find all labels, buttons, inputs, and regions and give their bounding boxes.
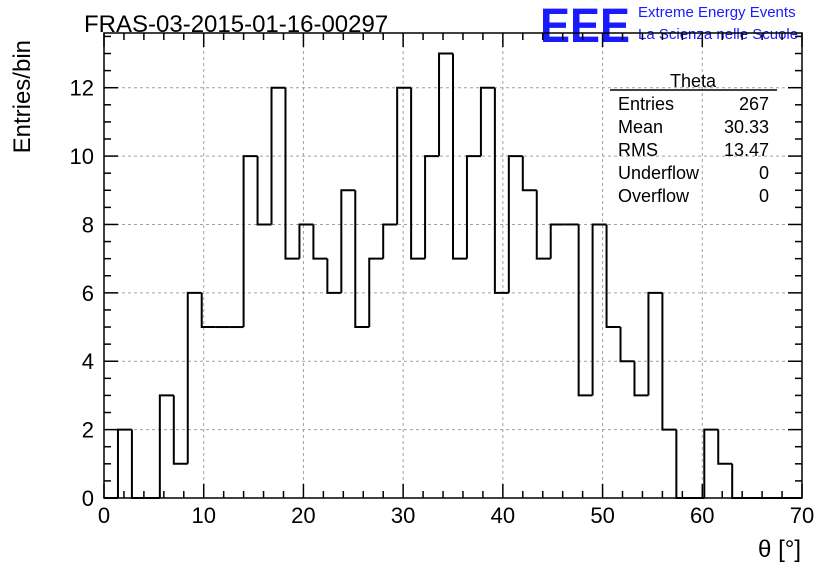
histogram-bin	[507, 155, 523, 293]
histogram-bin	[186, 291, 202, 464]
stats-label: Overflow	[618, 186, 690, 206]
histogram-bin	[298, 223, 314, 259]
histogram-bin	[256, 156, 272, 226]
histogram-bin	[340, 189, 356, 293]
x-tick-label: 10	[191, 503, 215, 528]
stats-box: Theta Entries 267 Mean 30.33 RMS 13.47 U…	[610, 71, 777, 206]
histogram-bin	[270, 86, 286, 225]
histogram-bin	[717, 429, 733, 465]
y-tick-label: 4	[82, 349, 94, 374]
histogram-bin	[410, 87, 426, 260]
histogram-bin	[438, 52, 453, 157]
histogram-bin	[703, 428, 719, 498]
axis-ticks	[103, 33, 803, 499]
logo-line-1: Extreme Energy Events	[638, 4, 796, 21]
x-tick-label: 40	[491, 503, 515, 528]
histogram-bin	[200, 292, 216, 329]
histogram-bin	[549, 223, 565, 259]
y-tick-label: 2	[82, 418, 94, 443]
stats-row-overflow: Overflow 0	[618, 186, 769, 206]
logo-line-2: La Scienza nelle Scuole	[638, 26, 798, 43]
x-tick-label: 50	[590, 503, 614, 528]
y-tick-label: 12	[70, 76, 94, 101]
stats-value: 30.33	[724, 117, 769, 137]
histogram-bin	[465, 155, 481, 259]
y-tick-label: 0	[82, 486, 94, 511]
stats-row-underflow: Underflow 0	[618, 163, 769, 183]
histogram-bin	[493, 87, 509, 294]
histogram-bin	[326, 258, 342, 294]
y-axis-label: Entries/bin	[9, 40, 36, 153]
histogram-bin	[647, 291, 663, 396]
histogram-bin	[284, 87, 300, 260]
stats-label: Mean	[618, 117, 663, 137]
histogram-bin	[424, 155, 440, 259]
stats-value: 267	[739, 94, 769, 114]
stats-value: 13.47	[724, 140, 769, 160]
histogram-bin	[452, 53, 467, 260]
histogram-bin	[368, 257, 384, 328]
chart-title: FRAS-03-2015-01-16-00297	[84, 11, 388, 38]
histogram-series	[104, 52, 802, 499]
stats-title: Theta	[670, 71, 717, 91]
stats-value: 0	[759, 163, 769, 183]
x-tick-label: 60	[690, 503, 714, 528]
eee-logo: EEE Extreme Energy Events La Scienza nel…	[540, 0, 798, 53]
y-tick-label: 8	[82, 212, 94, 237]
x-tick-label: 20	[291, 503, 315, 528]
histogram-bin	[605, 224, 621, 329]
histogram-bin	[577, 224, 593, 397]
y-tick-labels: 0 2 4 6 8 10 12	[70, 76, 94, 511]
plot-frame	[103, 32, 803, 499]
histogram-bin	[242, 155, 258, 328]
stats-label: Entries	[618, 94, 674, 114]
histogram-bin	[396, 86, 412, 225]
x-tick-label: 30	[391, 503, 415, 528]
histogram-bin	[619, 327, 635, 363]
histogram-bin	[535, 190, 551, 260]
stats-row-rms: RMS 13.47	[618, 140, 769, 160]
stats-row-entries: Entries 267	[618, 94, 769, 114]
histogram-bin	[661, 292, 677, 431]
stats-label: RMS	[618, 140, 658, 160]
histogram-bin	[479, 86, 495, 157]
x-tick-label: 0	[98, 503, 110, 528]
histogram-bin	[591, 223, 607, 396]
stats-row-mean: Mean 30.33	[618, 117, 769, 137]
histogram-bin	[312, 224, 328, 260]
histogram-bin	[633, 361, 649, 397]
histogram-bin	[382, 223, 398, 259]
x-axis-label: θ [°]	[758, 536, 801, 563]
histogram-bin	[172, 395, 188, 465]
x-tick-label: 70	[790, 503, 814, 528]
histogram-bin	[521, 156, 537, 192]
stats-value: 0	[759, 186, 769, 206]
x-tick-labels: 0 10 20 30 40 50 60 70	[98, 503, 814, 528]
histogram-bin	[354, 190, 370, 329]
stats-label: Underflow	[618, 163, 700, 183]
logo-letters: EEE	[540, 0, 630, 53]
y-tick-label: 10	[70, 144, 94, 169]
histogram-bin	[158, 394, 174, 498]
y-tick-label: 6	[82, 281, 94, 306]
